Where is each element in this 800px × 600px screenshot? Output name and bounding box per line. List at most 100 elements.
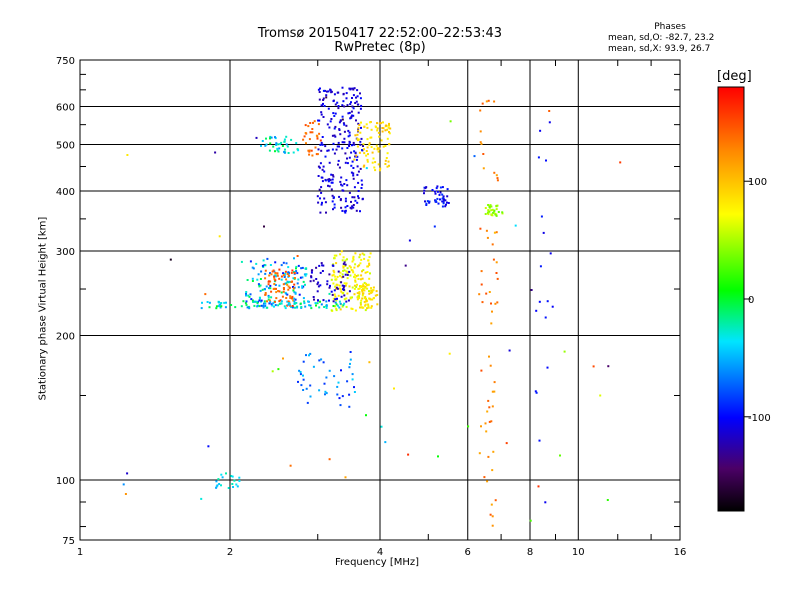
data-point [494,499,497,502]
data-point [314,302,317,305]
data-point [361,306,364,309]
data-point [274,304,277,307]
data-point [439,191,442,194]
x-tick-label: 10 [572,547,585,558]
data-point [495,204,498,207]
data-point [284,148,286,151]
data-point [333,203,336,206]
data-point [281,145,284,147]
data-point [319,162,322,165]
data-point [385,124,388,127]
data-point [335,286,338,289]
data-point [356,165,359,168]
data-point [352,94,355,97]
data-point [425,204,428,206]
data-point [279,302,282,305]
data-point [345,297,348,300]
data-point [320,111,323,114]
data-point [357,274,360,277]
data-point [274,272,277,274]
data-point [287,303,290,306]
data-point [263,300,266,303]
data-point [428,200,431,203]
data-point [496,179,499,182]
data-point [267,296,270,299]
data-point [295,302,298,304]
data-point [535,391,538,394]
data-point [329,120,332,123]
data-point [323,382,326,385]
data-point [349,358,352,361]
data-point [358,296,361,299]
data-point [245,300,248,303]
data-point [342,256,345,259]
data-point [371,151,374,154]
data-point [375,144,378,147]
data-point [441,205,444,208]
data-point [434,190,436,193]
data-point [324,179,327,182]
data-point [283,288,285,291]
data-point [437,455,439,458]
data-point [356,133,359,136]
data-point [309,384,312,387]
data-point [307,149,310,152]
data-point [495,208,498,211]
data-point [341,189,344,192]
data-point [486,236,489,239]
data-point [266,257,269,260]
data-point [356,155,359,158]
data-point [286,145,289,148]
data-point [223,301,226,304]
data-point [340,183,342,186]
data-point [288,303,291,306]
data-point [335,287,338,290]
data-point [332,297,335,300]
data-point [346,271,349,274]
data-point [316,283,319,286]
data-point [309,395,312,398]
data-point [256,278,259,281]
data-point [289,304,292,307]
data-point [342,286,345,289]
data-point [490,302,492,305]
data-point [479,109,482,112]
data-point [301,276,304,279]
data-point [378,122,381,125]
data-point [297,149,300,152]
data-point [332,208,334,211]
data-point [259,278,262,280]
data-point [233,479,236,482]
data-point [126,472,129,475]
data-point [388,143,391,146]
data-point [359,253,362,256]
data-point [318,264,321,267]
data-point [310,276,313,279]
data-point [272,288,275,290]
data-point [345,305,348,308]
data-point [438,193,441,196]
data-point [208,306,211,309]
data-point [264,144,267,147]
data-point [493,100,496,103]
data-point [275,287,277,290]
data-point [444,205,447,208]
data-point [366,160,369,163]
data-point [353,287,356,290]
data-point [356,173,359,176]
data-point [487,209,490,212]
data-point [357,111,360,114]
data-point [354,276,357,279]
data-point [363,125,366,128]
data-point [361,270,363,273]
data-point [340,281,343,284]
data-point [296,306,298,309]
data-point [218,301,220,304]
data-point [262,304,265,307]
data-point [264,292,267,294]
y-tick-label: 100 [56,476,75,487]
data-point [317,175,320,177]
data-point [496,177,499,180]
data-point [318,359,321,362]
data-point [340,250,343,253]
